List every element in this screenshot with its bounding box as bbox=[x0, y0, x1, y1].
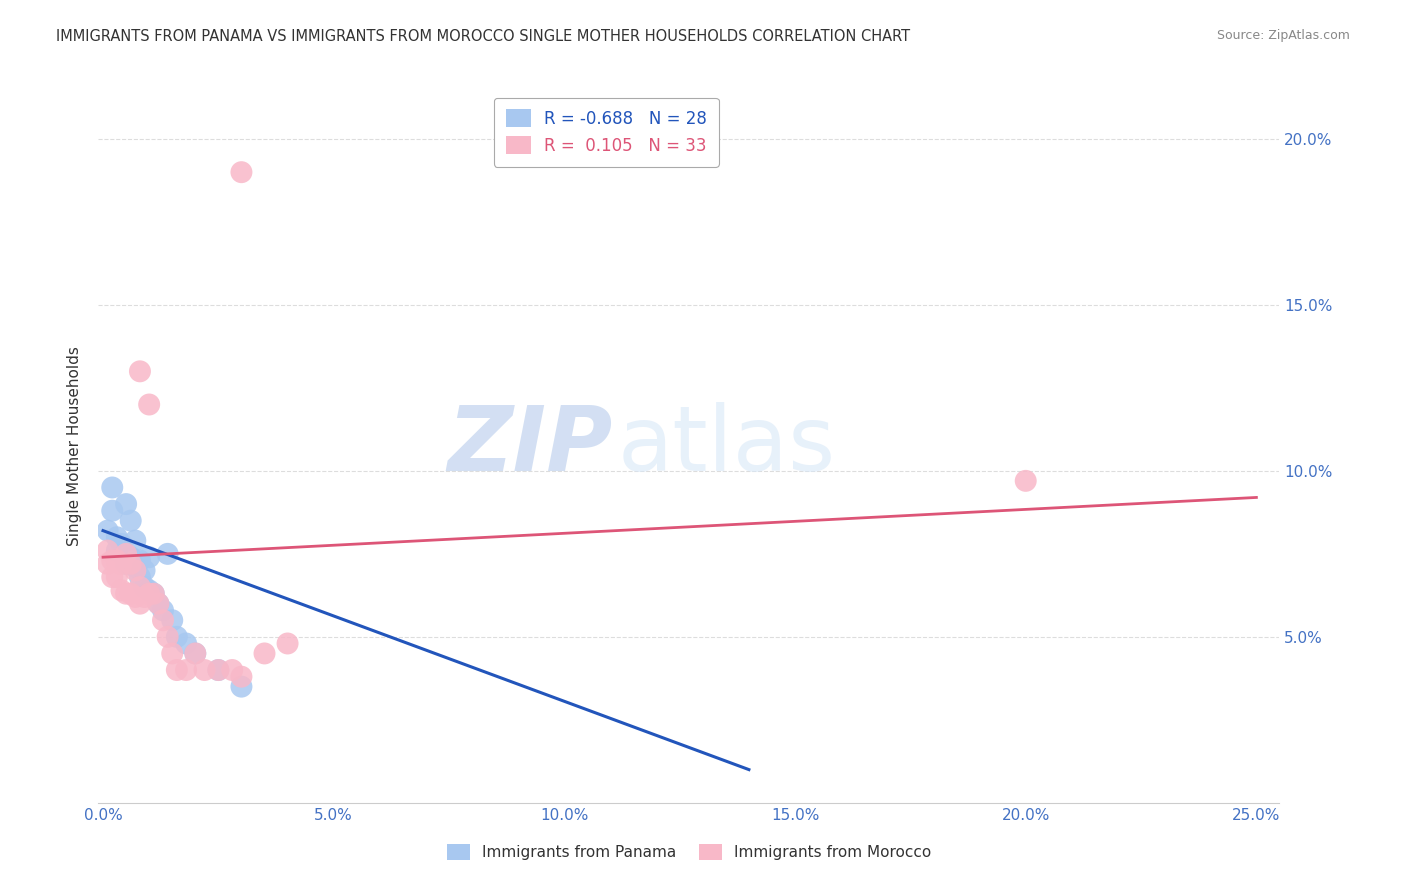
Text: IMMIGRANTS FROM PANAMA VS IMMIGRANTS FROM MOROCCO SINGLE MOTHER HOUSEHOLDS CORRE: IMMIGRANTS FROM PANAMA VS IMMIGRANTS FRO… bbox=[56, 29, 910, 44]
Point bbox=[105, 553, 128, 567]
Point bbox=[129, 553, 152, 567]
Point bbox=[138, 550, 160, 565]
Point bbox=[221, 663, 243, 677]
Point bbox=[134, 590, 156, 604]
Point bbox=[184, 647, 207, 661]
Point bbox=[138, 397, 160, 411]
Point bbox=[142, 587, 165, 601]
Legend: Immigrants from Panama, Immigrants from Morocco: Immigrants from Panama, Immigrants from … bbox=[440, 838, 938, 866]
Point bbox=[101, 481, 124, 495]
Point bbox=[277, 636, 299, 650]
Point bbox=[115, 497, 138, 511]
Point bbox=[110, 557, 132, 571]
Point bbox=[129, 597, 152, 611]
Point bbox=[134, 564, 156, 578]
Point bbox=[97, 543, 120, 558]
Point bbox=[124, 533, 146, 548]
Y-axis label: Single Mother Households: Single Mother Households bbox=[67, 346, 83, 546]
Point bbox=[152, 603, 174, 617]
Point bbox=[148, 597, 170, 611]
Point bbox=[142, 587, 165, 601]
Point bbox=[207, 663, 229, 677]
Point bbox=[156, 547, 179, 561]
Point bbox=[110, 583, 132, 598]
Point bbox=[115, 557, 138, 571]
Point bbox=[120, 557, 142, 571]
Point bbox=[115, 587, 138, 601]
Point bbox=[166, 630, 188, 644]
Point bbox=[156, 630, 179, 644]
Point bbox=[105, 530, 128, 544]
Point bbox=[231, 680, 253, 694]
Point bbox=[174, 663, 197, 677]
Point bbox=[115, 547, 138, 561]
Point bbox=[184, 647, 207, 661]
Point bbox=[120, 587, 142, 601]
Point bbox=[231, 165, 253, 179]
Point bbox=[166, 663, 188, 677]
Text: ZIP: ZIP bbox=[447, 402, 612, 490]
Point bbox=[1015, 474, 1038, 488]
Point bbox=[174, 636, 197, 650]
Point bbox=[152, 613, 174, 627]
Point bbox=[129, 570, 152, 584]
Point bbox=[105, 570, 128, 584]
Point bbox=[101, 504, 124, 518]
Point bbox=[101, 553, 124, 567]
Point bbox=[129, 364, 152, 378]
Point bbox=[138, 583, 160, 598]
Point bbox=[124, 590, 146, 604]
Point bbox=[162, 647, 183, 661]
Text: Source: ZipAtlas.com: Source: ZipAtlas.com bbox=[1216, 29, 1350, 42]
Point bbox=[124, 560, 146, 574]
Point bbox=[101, 570, 124, 584]
Point bbox=[231, 670, 253, 684]
Point bbox=[120, 550, 142, 565]
Point bbox=[97, 524, 120, 538]
Point bbox=[120, 514, 142, 528]
Point bbox=[148, 597, 170, 611]
Point bbox=[207, 663, 229, 677]
Point bbox=[97, 557, 120, 571]
Point bbox=[162, 613, 183, 627]
Point bbox=[105, 543, 128, 558]
Point bbox=[134, 580, 156, 594]
Point bbox=[124, 564, 146, 578]
Point bbox=[129, 580, 152, 594]
Text: atlas: atlas bbox=[619, 402, 837, 490]
Point bbox=[253, 647, 276, 661]
Point bbox=[193, 663, 215, 677]
Point bbox=[138, 587, 160, 601]
Point bbox=[110, 537, 132, 551]
